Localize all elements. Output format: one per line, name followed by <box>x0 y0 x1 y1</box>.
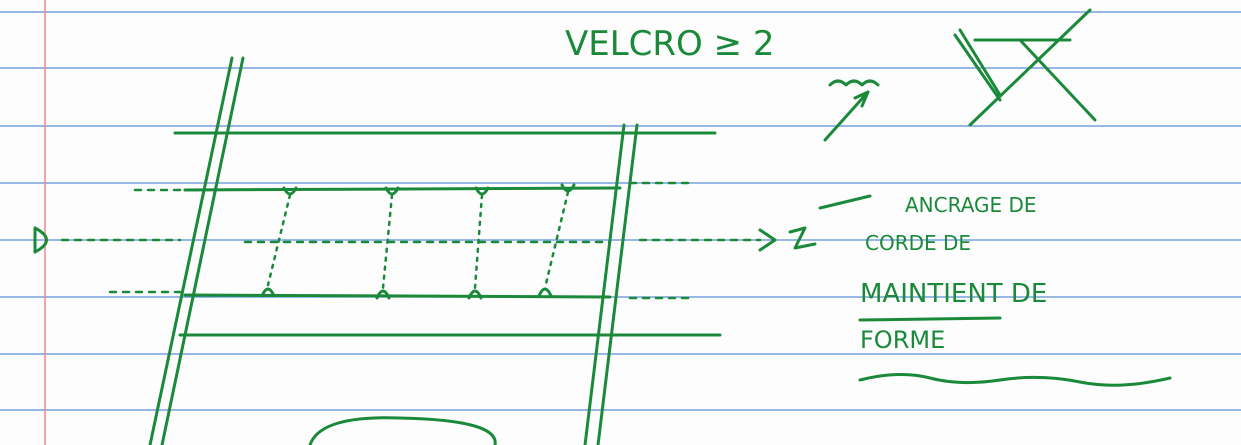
side-note-line: FORME <box>860 326 945 354</box>
velcro-note: VELCRO ≥ 2 <box>565 24 775 64</box>
side-note-line: MAINTIENT DE <box>860 279 1047 309</box>
drawing <box>33 8 1172 445</box>
side-note-line: ANCRAGE DE <box>905 193 1037 217</box>
side-note-line: CORDE DE <box>865 231 971 255</box>
